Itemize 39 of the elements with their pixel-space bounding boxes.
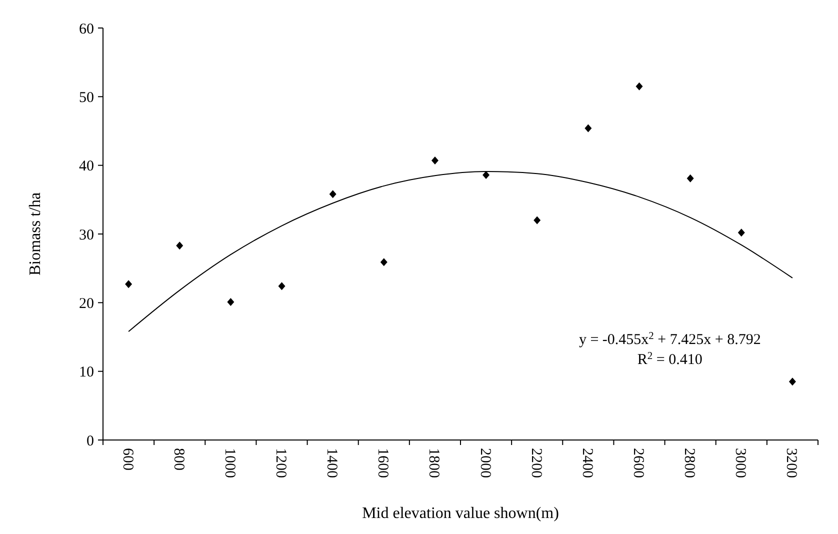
point — [176, 242, 184, 250]
point — [329, 190, 336, 198]
y-tick-label: 50 — [79, 90, 94, 106]
point — [380, 258, 388, 266]
y-tick-label: 60 — [79, 21, 94, 38]
point — [278, 282, 286, 290]
x-tick-label: 1800 — [426, 448, 442, 478]
x-tick-label: 600 — [119, 448, 136, 470]
y-tick-label: 20 — [79, 296, 94, 312]
point — [686, 174, 694, 182]
y-tick-label: 0 — [86, 433, 94, 450]
x-tick-label: 3200 — [783, 448, 800, 478]
y-tick-label: 10 — [79, 364, 94, 381]
x-tick-label: 2600 — [630, 448, 646, 478]
x-tick-label: 1400 — [324, 448, 340, 478]
line-series — [128, 171, 793, 332]
y-axis-title: Biomass t/ha — [27, 192, 44, 276]
y-tick-label: 30 — [79, 227, 94, 244]
point — [227, 298, 234, 306]
x-tick-label: 2000 — [476, 448, 493, 478]
x-tick-label: 2400 — [578, 448, 595, 478]
x-tick-label: 3000 — [732, 448, 748, 478]
x-tick-label: 800 — [170, 448, 186, 470]
x-tick-label: 1600 — [374, 448, 391, 478]
x-tick-label: 1200 — [272, 448, 288, 478]
point — [125, 280, 132, 288]
x-tick-label: 2800 — [681, 448, 698, 478]
annotation: y = -0.455x$^{2}$ + 7.425x + 8.792 — [578, 330, 761, 348]
point — [738, 228, 745, 237]
x-tick-label: 1000 — [221, 448, 238, 478]
point — [584, 124, 592, 132]
annotation: R$^{2}$ = 0.410 — [637, 350, 702, 368]
point — [636, 82, 643, 90]
x-axis-title: Mid elevation value shown(m) — [362, 505, 559, 522]
y-tick-label: 40 — [79, 158, 94, 175]
point — [788, 378, 796, 386]
point — [431, 156, 438, 165]
x-tick-label: 2200 — [528, 448, 544, 478]
point — [534, 216, 541, 224]
